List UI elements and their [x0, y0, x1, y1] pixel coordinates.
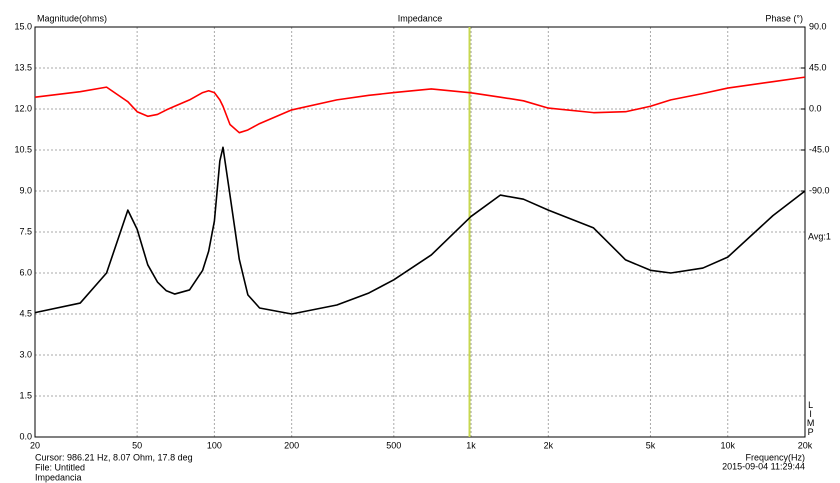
- y2-tick-label: 0.0: [809, 103, 822, 113]
- y-tick-label: 15.0: [14, 21, 32, 31]
- x-tick-label: 500: [386, 440, 401, 450]
- chart-title: Impedance: [398, 13, 443, 23]
- plot-frame: [34, 26, 806, 438]
- y-tick-label: 4.5: [19, 308, 32, 318]
- x-tick-label: 10k: [720, 440, 735, 450]
- y2-tick-label: 90.0: [809, 21, 827, 31]
- x-tick-label: 1k: [466, 440, 476, 450]
- program-label: LIMP: [806, 400, 816, 436]
- x-tick-label: 20k: [798, 440, 813, 450]
- y2-tick-label: -90.0: [809, 185, 830, 195]
- x-tick-label: 20: [30, 440, 40, 450]
- y-axis-label: Magnitude(ohms): [37, 13, 107, 23]
- series-line: [34, 76, 806, 134]
- cursor-readout: Cursor: 986.21 Hz, 8.07 Ohm, 17.8 deg: [35, 452, 193, 462]
- y-tick-label: 10.5: [14, 144, 32, 154]
- y2-axis-label: Phase (°): [765, 13, 803, 23]
- file-label: File: Untitled: [35, 462, 85, 472]
- note-label: Impedancia: [35, 472, 82, 482]
- y-tick-label: 0.0: [19, 431, 32, 441]
- y2-tick-label: -45.0: [809, 144, 830, 154]
- x-tick-label: 100: [207, 440, 222, 450]
- y-tick-label: 6.0: [19, 267, 32, 277]
- average-label: Avg:1: [808, 231, 831, 241]
- y-tick-label: 13.5: [14, 62, 32, 72]
- x-tick-label: 200: [284, 440, 299, 450]
- y2-tick-label: 45.0: [809, 62, 827, 72]
- x-tick-label: 2k: [544, 440, 554, 450]
- x-axis-label: Frequency(Hz): [745, 452, 805, 462]
- y-tick-label: 1.5: [19, 390, 32, 400]
- x-tick-label: 50: [132, 440, 142, 450]
- x-tick-label: 5k: [646, 440, 656, 450]
- series-line: [34, 146, 806, 315]
- y-tick-label: 12.0: [14, 103, 32, 113]
- timestamp: 2015-09-04 11:29:44: [722, 461, 805, 471]
- y-tick-label: 3.0: [19, 349, 32, 359]
- y-tick-label: 7.5: [19, 226, 32, 236]
- y-tick-label: 9.0: [19, 185, 32, 195]
